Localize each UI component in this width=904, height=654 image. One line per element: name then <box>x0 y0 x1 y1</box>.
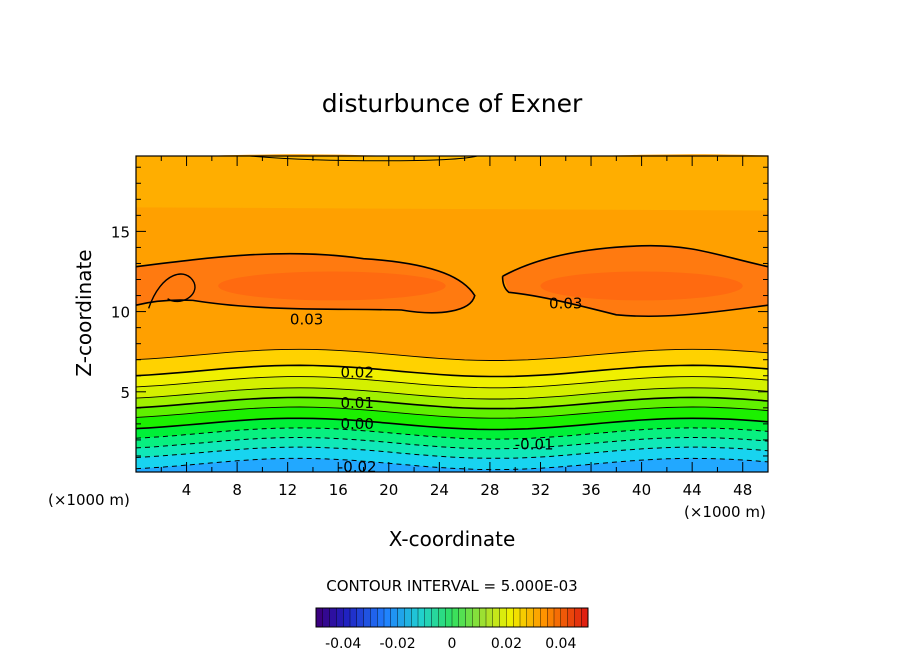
colorbar-cell <box>397 607 405 628</box>
contour-line <box>135 396 769 410</box>
x-tick-label: 12 <box>278 481 297 499</box>
contour-line <box>135 406 769 419</box>
colorbar-cell <box>553 607 562 628</box>
contour-label: -0.02 <box>338 458 377 476</box>
colorbar-cell <box>533 607 541 628</box>
colorbar-cell <box>465 607 473 628</box>
y-tick-label: 5 <box>120 384 130 402</box>
contour-line <box>135 417 769 431</box>
colorbar-cell <box>356 607 365 628</box>
contour-line <box>135 387 769 400</box>
contour-label: 0.00 <box>340 415 373 433</box>
contour-label: -0.01 <box>515 436 554 454</box>
colorbar-cell <box>417 607 426 628</box>
colorbar-cell <box>370 607 378 628</box>
colorbar: -0.04 -0.02 0 0.02 0.04 <box>315 607 589 652</box>
colorbar-tick-label: 0 <box>448 636 457 652</box>
colorbar-tick-label: 0.04 <box>545 636 576 652</box>
x-tick-label: 32 <box>531 481 550 499</box>
max-core-right <box>540 271 743 301</box>
x-tick-label: 8 <box>232 481 242 499</box>
contour-line-negative <box>135 457 769 471</box>
colorbar-tick-label: 0.02 <box>491 636 522 652</box>
contour-line-negative <box>135 427 769 440</box>
x-axis-label: X-coordinate <box>389 527 516 551</box>
colorbar-cell <box>574 607 582 628</box>
x-tick-label: 48 <box>733 481 752 499</box>
colorbar-cell <box>472 607 480 628</box>
contour-label: 0.02 <box>340 364 373 382</box>
colorbar-cell <box>540 607 548 628</box>
x-tick-label: 40 <box>632 481 651 499</box>
colorbar-cell <box>363 607 371 628</box>
contour-label: 0.01 <box>340 394 373 412</box>
colorbar-cell <box>567 607 575 628</box>
colorbar-cell <box>390 607 399 628</box>
colorbar-cell <box>445 607 453 628</box>
colorbar-cell <box>560 607 569 628</box>
colorbar-cell <box>485 607 494 628</box>
colorbar-cell <box>458 607 467 628</box>
colorbar-cell <box>513 607 521 628</box>
colorbar-cell <box>424 607 433 628</box>
colorbar-cell <box>479 607 487 628</box>
x-tick-label: 28 <box>480 481 499 499</box>
contour-band <box>136 458 768 472</box>
x-tick-label: 16 <box>329 481 348 499</box>
contour-label: 0.03 <box>290 311 323 329</box>
colorbar-cell <box>492 607 501 628</box>
colorbar-cell <box>499 607 507 628</box>
contour-003-left <box>135 252 476 314</box>
colorbar-cell <box>431 607 439 628</box>
colorbar-cell <box>322 607 331 628</box>
upper-band <box>136 156 768 211</box>
colorbar-cell <box>404 607 412 628</box>
colorbar-cell <box>526 607 535 628</box>
colorbar-cell <box>581 607 589 628</box>
colorbar-cell <box>349 607 358 628</box>
y-tick-label: 15 <box>111 223 130 241</box>
contour-003-loop <box>147 273 196 309</box>
colorbar-cell <box>411 607 419 628</box>
y-axis-label: Z-coordinate <box>72 249 96 376</box>
contour-interval-text: CONTOUR INTERVAL = 5.000E-03 <box>326 577 577 595</box>
colorbar-cell <box>506 607 514 628</box>
contour-line <box>135 348 769 361</box>
x-unit-right: (×1000 m) <box>684 503 766 521</box>
colorbar-tick-label: -0.02 <box>379 636 415 652</box>
max-core-left <box>218 271 446 301</box>
colorbar-cell <box>438 607 446 628</box>
x-tick-label: 36 <box>581 481 600 499</box>
colorbar-cell <box>329 607 337 628</box>
x-tick-label: 20 <box>379 481 398 499</box>
contour-top <box>249 155 478 162</box>
chart-title: disturbunce of Exner <box>322 89 583 118</box>
contour-line <box>135 376 769 389</box>
colorbar-cell <box>336 607 344 628</box>
colorbar-cell <box>377 607 385 628</box>
x-tick-label: 24 <box>430 481 449 499</box>
colorbar-cell <box>343 607 351 628</box>
colorbar-tick-label: -0.04 <box>325 636 361 652</box>
y-tick-label: 10 <box>111 304 130 322</box>
colorbar-frame <box>315 607 589 628</box>
contour-003-right <box>501 244 769 318</box>
x-tick-label: 44 <box>683 481 702 499</box>
colorbar-cell <box>383 607 392 628</box>
x-tick-label: 4 <box>182 481 192 499</box>
x-unit-left: (×1000 m) <box>48 491 130 509</box>
colorbar-cell <box>547 607 555 628</box>
plot-area: 0.030.030.020.010.00-0.01-0.024 8 12 16 20 24… <box>111 154 769 499</box>
contour-label: 0.03 <box>549 295 582 313</box>
contour-line <box>135 364 769 378</box>
contour-line-negative <box>135 436 769 450</box>
colorbar-cell <box>315 607 324 628</box>
colorbar-cell <box>519 607 528 628</box>
plot-frame <box>135 155 769 473</box>
contour-line-negative <box>135 446 769 459</box>
colorbar-cell <box>451 607 460 628</box>
